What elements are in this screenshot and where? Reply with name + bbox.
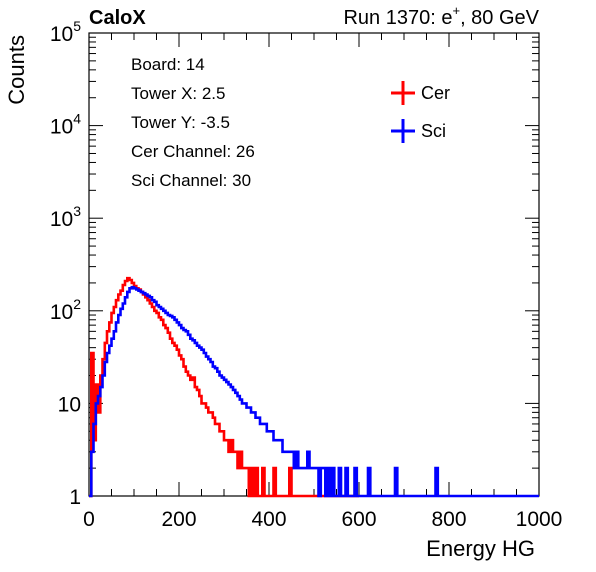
x-tick-label: 400 — [251, 508, 286, 531]
y-tick-base: 1 — [69, 486, 81, 509]
info-line: Cer Channel: 26 — [131, 142, 255, 161]
info-line: Sci Channel: 30 — [131, 171, 251, 190]
info-line: Tower X: 2.5 — [131, 84, 226, 103]
y-tick-label: 10 — [58, 393, 81, 416]
y-tick-label: 102 — [50, 296, 81, 324]
y-tick-base: 10 — [50, 116, 73, 139]
legend-label-cer: Cer — [421, 83, 450, 103]
y-tick-base: 10 — [50, 208, 73, 231]
chart-title-right: Run 1370: e+, 80 GeV — [343, 3, 539, 29]
y-tick-exponent: 2 — [73, 296, 81, 312]
x-axis-label: Energy HG — [426, 536, 535, 561]
y-tick-label: 103 — [50, 203, 81, 231]
y-tick-label: 1 — [69, 486, 81, 509]
legend-label-sci: Sci — [421, 121, 446, 141]
y-tick-base: 10 — [58, 393, 81, 416]
y-tick-exponent: 3 — [73, 203, 81, 219]
title-right-sup: + — [452, 3, 460, 18]
x-tick-label: 800 — [431, 508, 466, 531]
x-tick-label: 1000 — [516, 508, 563, 531]
title-right-end: , 80 GeV — [460, 7, 540, 29]
y-tick-label: 105 — [50, 18, 81, 46]
y-tick-base: 10 — [50, 23, 73, 46]
x-tick-label: 0 — [83, 508, 95, 531]
y-axis-label: Counts — [4, 35, 29, 105]
y-tick-base: 10 — [50, 301, 73, 324]
info-line: Tower Y: -3.5 — [131, 113, 230, 132]
series-line-cer — [89, 276, 359, 498]
series-layer — [89, 276, 539, 498]
info-line: Board: 14 — [131, 55, 205, 74]
y-tick-exponent: 4 — [73, 111, 81, 127]
x-tick-label: 600 — [341, 508, 376, 531]
y-tick-label: 104 — [50, 111, 81, 139]
x-tick-label: 200 — [161, 508, 196, 531]
series-line-sci — [89, 285, 539, 498]
chart-title-left: CaloX — [89, 7, 146, 29]
title-right-main: Run 1370: e — [343, 7, 452, 29]
y-tick-exponent: 5 — [73, 18, 81, 34]
